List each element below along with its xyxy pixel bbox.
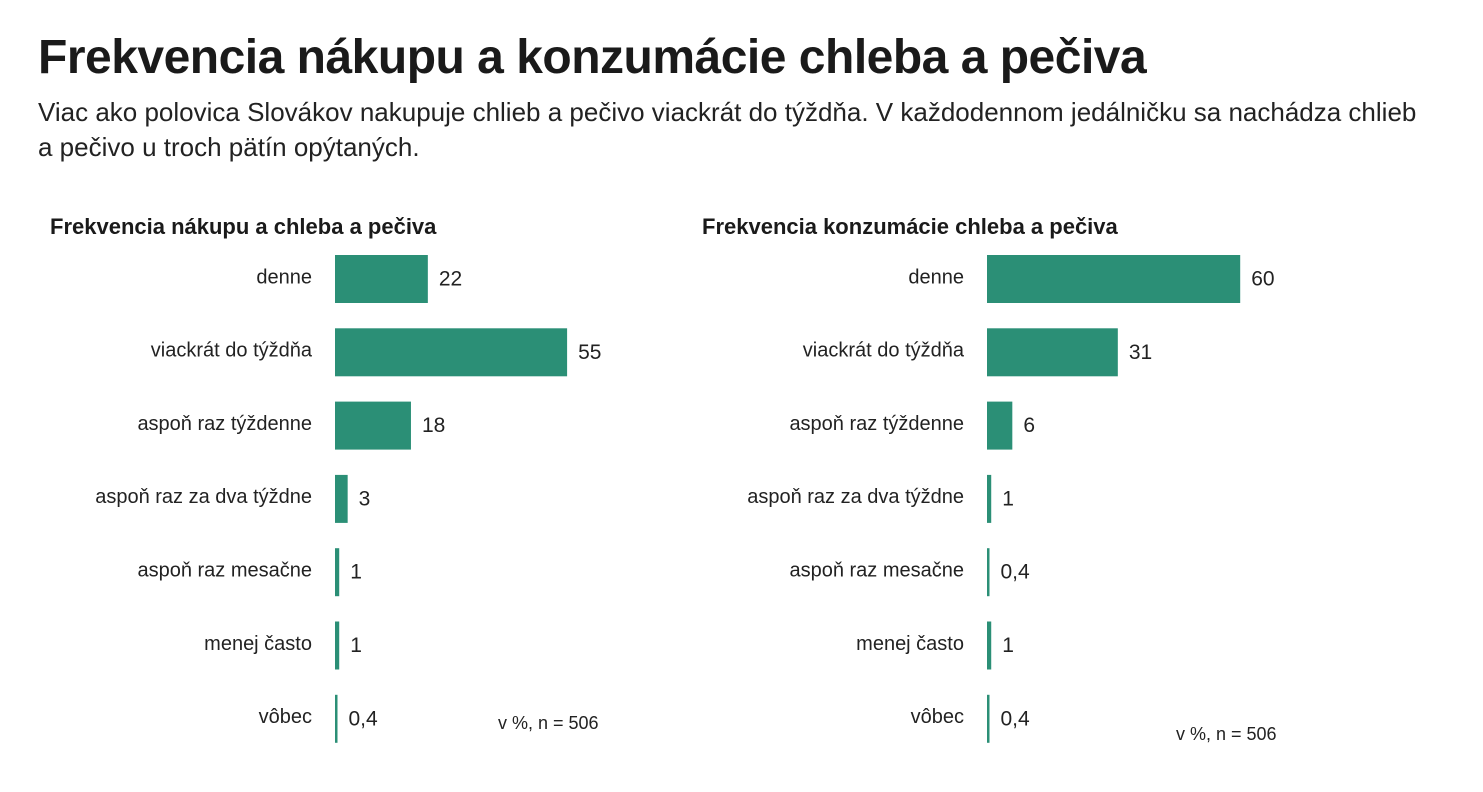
category-label: aspoň raz týždenne (789, 413, 964, 435)
category-label: viackrát do týždňa (803, 340, 965, 362)
category-label: aspoň raz za dva týždne (95, 486, 312, 508)
value-label: 0,4 (1001, 707, 1031, 730)
category-label: vôbec (911, 706, 964, 728)
value-label: 0,4 (1001, 561, 1031, 584)
category-label: viackrát do týždňa (151, 340, 313, 362)
page-title: Frekvencia nákupu a konzumácie chleba a … (38, 30, 1146, 85)
bar (987, 328, 1118, 376)
value-label: 22 (439, 268, 462, 291)
category-label: vôbec (259, 706, 312, 728)
bar (335, 255, 428, 303)
chart-consumption-frequency: Frekvencia konzumácie chleba a pečiva de… (702, 210, 1322, 770)
category-label: aspoň raz týždenne (137, 413, 312, 435)
bar (335, 328, 567, 376)
category-label: menej často (204, 633, 312, 655)
bar (335, 402, 411, 450)
value-label: 31 (1129, 341, 1152, 364)
value-label: 1 (1002, 634, 1014, 657)
bar-chart-svg: denne 22 viackrát do týždňa 55 aspoň raz týž… (50, 210, 670, 770)
bar (335, 695, 338, 743)
category-label: aspoň raz mesačne (789, 559, 964, 581)
category-label: denne (908, 266, 964, 288)
chart-purchase-frequency: Frekvencia nákupu a chleba a pečiva denn… (50, 210, 670, 770)
bar (987, 548, 990, 596)
value-label: 1 (350, 561, 362, 584)
value-label: 55 (578, 341, 601, 364)
page-subtitle: Viac ako polovica Slovákov nakupuje chli… (38, 95, 1438, 165)
category-label: denne (256, 266, 312, 288)
value-label: 3 (359, 487, 371, 510)
bar (987, 475, 991, 523)
bar (335, 475, 348, 523)
bar (987, 695, 990, 743)
bar-chart-svg: denne 60 viackrát do týždňa 31 aspoň raz týž… (702, 210, 1322, 770)
category-label: menej často (856, 633, 964, 655)
bar (335, 548, 339, 596)
category-label: aspoň raz mesačne (137, 559, 312, 581)
bar (335, 622, 339, 670)
value-label: 60 (1251, 268, 1274, 291)
bar (987, 622, 991, 670)
bar (987, 255, 1240, 303)
category-label: aspoň raz za dva týždne (747, 486, 964, 508)
value-label: 6 (1023, 414, 1035, 437)
bar (987, 402, 1012, 450)
value-label: 1 (1002, 487, 1014, 510)
value-label: 18 (422, 414, 445, 437)
value-label: 0,4 (349, 707, 379, 730)
value-label: 1 (350, 634, 362, 657)
chart-note: v %, n = 506 (1176, 724, 1277, 745)
chart-note: v %, n = 506 (498, 713, 599, 734)
